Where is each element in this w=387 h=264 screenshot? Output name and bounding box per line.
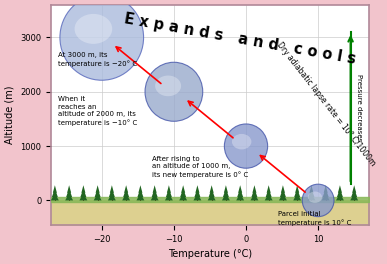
Polygon shape xyxy=(279,193,287,200)
Polygon shape xyxy=(250,193,259,200)
Text: At 3000 m, its
temperature is −20° C: At 3000 m, its temperature is −20° C xyxy=(58,52,138,67)
Polygon shape xyxy=(137,188,144,197)
Polygon shape xyxy=(79,193,87,200)
Polygon shape xyxy=(152,188,158,197)
Polygon shape xyxy=(322,193,330,200)
Polygon shape xyxy=(181,185,185,193)
Polygon shape xyxy=(308,188,315,197)
Polygon shape xyxy=(179,193,187,200)
Polygon shape xyxy=(224,185,228,193)
Polygon shape xyxy=(53,185,57,193)
Polygon shape xyxy=(294,188,300,197)
Polygon shape xyxy=(209,188,215,197)
Polygon shape xyxy=(122,193,130,200)
Polygon shape xyxy=(194,188,200,197)
Polygon shape xyxy=(280,188,286,197)
Text: Pressure decreases: Pressure decreases xyxy=(356,74,362,142)
Polygon shape xyxy=(337,188,343,197)
Polygon shape xyxy=(108,193,116,200)
Ellipse shape xyxy=(60,0,144,80)
Ellipse shape xyxy=(155,76,181,96)
Polygon shape xyxy=(167,185,171,193)
Polygon shape xyxy=(152,185,157,193)
Ellipse shape xyxy=(308,191,322,203)
Polygon shape xyxy=(94,193,102,200)
Ellipse shape xyxy=(145,62,203,121)
Text: After rising to
an altitude of 1000 m,
its new temperature is 0° C: After rising to an altitude of 1000 m, i… xyxy=(152,156,248,178)
Polygon shape xyxy=(295,185,299,193)
Y-axis label: Altitude (m): Altitude (m) xyxy=(5,86,15,144)
Polygon shape xyxy=(66,188,72,197)
Polygon shape xyxy=(267,185,271,193)
Polygon shape xyxy=(67,185,71,193)
Polygon shape xyxy=(223,188,229,197)
Polygon shape xyxy=(338,185,342,193)
Polygon shape xyxy=(210,185,214,193)
Polygon shape xyxy=(281,185,285,193)
Polygon shape xyxy=(336,193,344,200)
Polygon shape xyxy=(236,193,244,200)
Polygon shape xyxy=(324,185,328,193)
Polygon shape xyxy=(80,188,86,197)
Polygon shape xyxy=(238,185,242,193)
Ellipse shape xyxy=(224,124,268,168)
Polygon shape xyxy=(252,188,257,197)
Text: Dry adiabatic lapse rate = 10° C/1000m: Dry adiabatic lapse rate = 10° C/1000m xyxy=(275,40,377,167)
Polygon shape xyxy=(51,193,59,200)
Polygon shape xyxy=(310,185,313,193)
Text: When it
reaches an
altitude of 2000 m, its
temperature is −10° C: When it reaches an altitude of 2000 m, i… xyxy=(58,96,138,126)
Polygon shape xyxy=(222,193,230,200)
X-axis label: Temperature (°C): Temperature (°C) xyxy=(168,249,252,259)
Polygon shape xyxy=(65,193,73,200)
Polygon shape xyxy=(195,185,199,193)
Polygon shape xyxy=(237,188,243,197)
Polygon shape xyxy=(293,193,301,200)
Ellipse shape xyxy=(232,134,252,149)
Polygon shape xyxy=(124,185,128,193)
Text: E x p a n d s   a n d   c o o l s: E x p a n d s a n d c o o l s xyxy=(123,11,358,67)
Polygon shape xyxy=(351,188,357,197)
Polygon shape xyxy=(165,193,173,200)
Polygon shape xyxy=(139,185,142,193)
Polygon shape xyxy=(94,188,101,197)
Polygon shape xyxy=(110,185,114,193)
Ellipse shape xyxy=(302,184,334,217)
Polygon shape xyxy=(194,193,201,200)
Polygon shape xyxy=(252,185,257,193)
Polygon shape xyxy=(350,193,358,200)
Polygon shape xyxy=(137,193,144,200)
Polygon shape xyxy=(265,193,272,200)
Polygon shape xyxy=(166,188,172,197)
Polygon shape xyxy=(265,188,272,197)
Polygon shape xyxy=(81,185,86,193)
Ellipse shape xyxy=(75,14,112,44)
Polygon shape xyxy=(352,185,356,193)
Polygon shape xyxy=(307,193,315,200)
Polygon shape xyxy=(180,188,186,197)
Text: Parcel initial
temperature is 10° C: Parcel initial temperature is 10° C xyxy=(279,211,352,226)
Polygon shape xyxy=(96,185,99,193)
Polygon shape xyxy=(208,193,216,200)
Polygon shape xyxy=(52,188,58,197)
Polygon shape xyxy=(151,193,159,200)
Polygon shape xyxy=(109,188,115,197)
Polygon shape xyxy=(123,188,129,197)
Polygon shape xyxy=(323,188,329,197)
